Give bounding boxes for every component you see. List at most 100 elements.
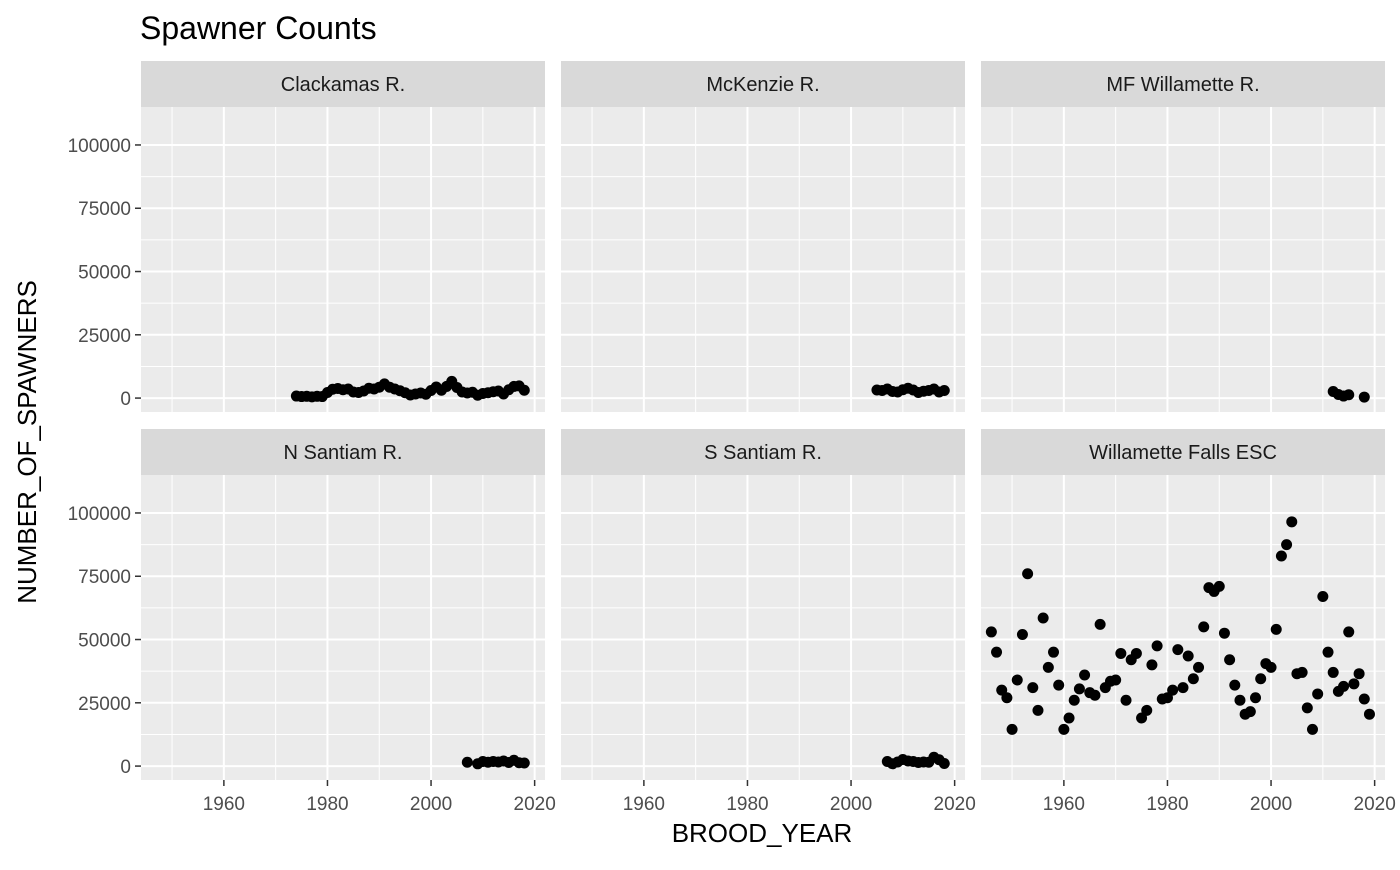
data-point — [1348, 678, 1360, 690]
y-tick-label: 75000 — [78, 199, 131, 220]
data-point — [1187, 673, 1199, 685]
data-point — [1358, 391, 1370, 403]
data-point — [1073, 683, 1085, 695]
data-point — [1343, 389, 1355, 401]
data-point — [985, 626, 997, 638]
y-axis-label: NUMBER_OF_SPAWNERS — [12, 280, 42, 604]
x-axis-label: BROOD_YEAR — [672, 818, 853, 848]
data-point — [1172, 644, 1184, 656]
data-point — [1250, 692, 1262, 704]
data-point — [1281, 539, 1293, 551]
data-point — [1244, 706, 1256, 718]
data-point — [1032, 704, 1044, 716]
data-point — [1022, 568, 1034, 580]
data-point — [1115, 647, 1127, 659]
y-tick-label: 50000 — [78, 263, 131, 284]
data-point — [1141, 704, 1153, 716]
facet-strip — [141, 429, 545, 475]
data-point — [1120, 694, 1132, 706]
facet-panel: McKenzie R. — [561, 61, 965, 412]
data-point — [1286, 516, 1298, 528]
y-tick-label: 0 — [120, 389, 131, 410]
data-point — [1110, 674, 1122, 686]
data-point — [1255, 673, 1267, 685]
data-point — [1167, 684, 1179, 696]
facet-panel: S Santiam R. 1960 1980 2000 2020 — [561, 429, 976, 815]
y-tick-label: 25000 — [78, 694, 131, 715]
data-point — [1358, 693, 1370, 705]
x-tick-label: 1960 — [1043, 794, 1085, 815]
facet-strip — [561, 61, 965, 107]
facet-panel: Clackamas R. 0 25000 50000 75000 100000 — [68, 61, 545, 412]
data-point — [1151, 640, 1163, 652]
panel-background — [141, 475, 545, 780]
x-tick-label: 1980 — [726, 794, 768, 815]
y-tick-label: 50000 — [78, 631, 131, 652]
data-point — [1327, 666, 1339, 678]
facet-strip-label: MF Willamette R. — [1106, 74, 1259, 96]
data-point — [1306, 723, 1318, 735]
x-tick-label: 2020 — [934, 794, 976, 815]
facet-panel: Willamette Falls ESC 1960 1980 2000 2020 — [981, 429, 1396, 815]
data-point — [991, 646, 1003, 658]
facet-strip-label: N Santiam R. — [284, 442, 403, 464]
data-point — [1037, 612, 1049, 624]
data-point — [1094, 618, 1106, 630]
data-point — [938, 384, 950, 396]
y-tick-label: 100000 — [68, 504, 131, 525]
data-point — [1130, 647, 1142, 659]
data-point — [1343, 626, 1355, 638]
data-point — [1146, 659, 1158, 671]
data-point — [1068, 694, 1080, 706]
data-point — [938, 758, 950, 770]
x-tick-label: 1980 — [306, 794, 348, 815]
facet-strip — [561, 429, 965, 475]
facet-panels: Clackamas R. 0 25000 50000 75000 100000 McKenz… — [68, 61, 1396, 815]
x-tick-label: 2020 — [1354, 794, 1396, 815]
facet-strip-label: S Santiam R. — [704, 442, 822, 464]
data-point — [1213, 580, 1225, 592]
x-tick-label: 2000 — [1250, 794, 1292, 815]
x-tick-label: 1960 — [623, 794, 665, 815]
x-tick-label: 2020 — [514, 794, 556, 815]
data-point — [1265, 661, 1277, 673]
data-point — [1312, 688, 1324, 700]
data-point — [1016, 628, 1028, 640]
y-tick-label: 0 — [120, 757, 131, 778]
facet-strip — [981, 429, 1385, 475]
y-tick-label: 75000 — [78, 567, 131, 588]
data-point — [1063, 712, 1075, 724]
data-point — [1089, 689, 1101, 701]
data-point — [1301, 702, 1313, 714]
data-point — [518, 757, 530, 769]
facet-strip-label: Willamette Falls ESC — [1089, 442, 1277, 464]
data-point — [1234, 694, 1246, 706]
y-tick-label: 100000 — [68, 136, 131, 157]
data-point — [1193, 661, 1205, 673]
facet-strip — [141, 61, 545, 107]
data-point — [518, 384, 530, 396]
facet-strip — [981, 61, 1385, 107]
data-point — [1270, 623, 1282, 635]
facet-strip-label: Clackamas R. — [281, 74, 405, 96]
x-tick-label: 2000 — [830, 794, 872, 815]
data-point — [1322, 646, 1334, 658]
data-point — [1229, 679, 1241, 691]
data-point — [1353, 668, 1365, 680]
data-point — [1338, 680, 1350, 692]
data-point — [1275, 550, 1287, 562]
data-point — [1296, 666, 1308, 678]
data-point — [1177, 682, 1189, 694]
facet-panel: N Santiam R. 0 25000 50000 75000 100000 1960 19… — [68, 429, 556, 815]
data-point — [1198, 621, 1210, 633]
panel-background — [981, 107, 1385, 412]
data-point — [1079, 669, 1091, 681]
facet-strip-label: McKenzie R. — [706, 74, 819, 96]
panel-background — [561, 107, 965, 412]
data-point — [461, 756, 473, 768]
facet-panel: MF Willamette R. — [981, 61, 1385, 412]
panel-background — [141, 107, 545, 412]
x-tick-label: 1980 — [1146, 794, 1188, 815]
data-point — [1218, 627, 1230, 639]
